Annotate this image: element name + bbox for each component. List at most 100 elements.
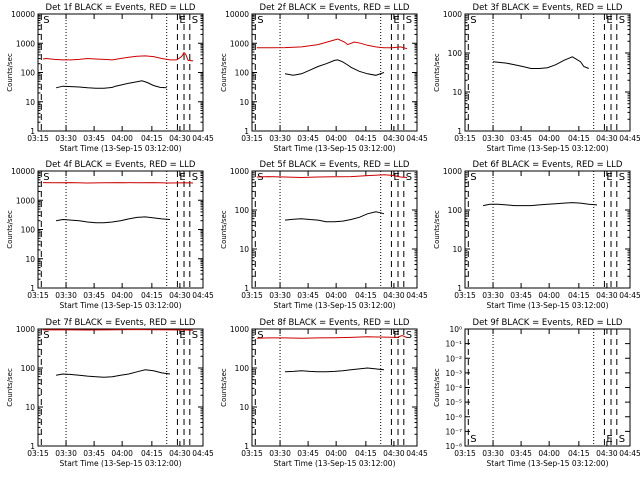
series-line-lld: [42, 51, 194, 62]
y-tick-label: 1000: [16, 325, 35, 334]
x-tick-label: 03:45: [83, 449, 105, 458]
x-tick-label: 03:15: [454, 291, 476, 300]
plot-frame: [251, 328, 418, 447]
series-line-lld: [42, 328, 194, 331]
chart-title: Det 7f BLACK = Events, RED = LLD: [46, 318, 196, 328]
chart-panel-4: Det 4f BLACK = Events, RED = LLD 1 10 100 10…: [6, 160, 214, 310]
y-tick-label: 10: [452, 245, 462, 254]
x-tick-label: 04:30: [169, 449, 191, 458]
marker-letter: E: [179, 172, 185, 183]
y-tick-label: 10⁻⁷: [445, 427, 462, 436]
x-tick-label: 04:30: [169, 291, 191, 300]
marker-letter: S: [43, 172, 49, 183]
x-axis-label: Start Time (13-Sep-15 03:12:00): [60, 144, 182, 153]
marker-letter: S: [192, 172, 198, 183]
series-line-events: [284, 59, 385, 76]
y-axis-label: Counts/sec: [6, 368, 14, 407]
x-tick-label: 04:00: [325, 449, 347, 458]
marker-letter: S: [406, 15, 412, 26]
series-line-events: [284, 211, 385, 223]
x-tick-label: 04:00: [325, 291, 347, 300]
series-line-lld: [256, 334, 408, 339]
y-tick-label: 1000: [16, 196, 35, 205]
x-tick-label: 03:15: [27, 449, 49, 458]
x-tick-label: 03:45: [510, 134, 532, 143]
y-tick-label: 1000: [16, 39, 35, 48]
x-axis-label: Start Time (13-Sep-15 03:12:00): [487, 459, 609, 468]
y-axis-label: Counts/sec: [6, 210, 14, 249]
series-line-events: [493, 56, 589, 69]
x-tick-label: 03:30: [269, 291, 291, 300]
plot-frame: [464, 170, 631, 289]
x-tick-label: 04:00: [325, 134, 347, 143]
x-tick-label: 04:00: [111, 291, 133, 300]
marker-letter: E: [179, 15, 185, 26]
series-line-events: [56, 216, 171, 224]
x-axis-label: Start Time (13-Sep-15 03:12:00): [487, 301, 609, 310]
marker-letter: S: [257, 172, 263, 183]
x-tick-label: 04:15: [355, 134, 377, 143]
x-tick-label: 04:15: [568, 134, 590, 143]
y-tick-label: 10: [239, 403, 249, 412]
x-tick-label: 04:15: [141, 449, 163, 458]
y-tick-label: 10000: [11, 10, 35, 19]
x-tick-label: 04:15: [141, 134, 163, 143]
x-tick-label: 03:30: [269, 449, 291, 458]
series-line-lld: [256, 38, 408, 50]
x-tick-label: 04:45: [192, 291, 214, 300]
x-tick-label: 03:30: [55, 134, 77, 143]
x-tick-label: 04:00: [111, 449, 133, 458]
y-tick-label: 1: [30, 127, 35, 136]
x-tick-label: 03:15: [241, 134, 263, 143]
y-tick-label: 100: [21, 226, 36, 235]
y-tick-label: 1000: [443, 167, 462, 176]
marker-letter: S: [192, 330, 198, 341]
y-tick-label: 1: [30, 442, 35, 451]
y-tick-label: 10: [452, 88, 462, 97]
marker-letter: E: [179, 330, 185, 341]
y-tick-label: 1000: [230, 325, 249, 334]
y-tick-label: 10000: [225, 10, 249, 19]
marker-letter: E: [393, 330, 399, 341]
y-axis-label: Counts/sec: [433, 368, 441, 407]
x-tick-label: 04:45: [192, 449, 214, 458]
x-tick-label: 03:30: [55, 449, 77, 458]
x-tick-label: 04:15: [355, 449, 377, 458]
x-tick-label: 03:15: [454, 449, 476, 458]
y-tick-label: 10⁻⁴: [445, 384, 462, 393]
chart-title: Det 6f BLACK = Events, RED = LLD: [473, 160, 623, 170]
marker-letter: S: [470, 172, 476, 183]
marker-letter: S: [257, 330, 263, 341]
marker-letter: S: [470, 434, 476, 445]
series-line-events: [483, 202, 598, 207]
x-tick-label: 04:45: [619, 291, 640, 300]
y-axis-label: Counts/sec: [220, 368, 228, 407]
chart-title: Det 2f BLACK = Events, RED = LLD: [260, 3, 410, 13]
y-tick-label: 1: [244, 442, 249, 451]
y-tick-label: 1: [30, 284, 35, 293]
chart-panel-6: Det 6f BLACK = Events, RED = LLD 1 10 100 10…: [433, 160, 640, 310]
y-tick-label: 1000: [230, 167, 249, 176]
y-tick-label: 10⁻²: [445, 354, 462, 363]
y-tick-label: 1: [244, 284, 249, 293]
marker-letter: S: [43, 330, 49, 341]
y-tick-label: 10000: [11, 167, 35, 176]
chart-panel-7: Det 7f BLACK = Events, RED = LLD 1 10 100 10…: [6, 318, 214, 468]
y-axis-label: Counts/sec: [220, 210, 228, 249]
y-tick-label: 10⁻⁶: [445, 413, 462, 422]
y-tick-label: 100: [448, 49, 463, 58]
y-tick-label: 10: [239, 245, 249, 254]
x-tick-label: 04:45: [192, 134, 214, 143]
x-tick-label: 03:15: [241, 291, 263, 300]
x-tick-label: 03:30: [269, 134, 291, 143]
plot-frame: [464, 13, 631, 132]
x-tick-label: 03:30: [482, 134, 504, 143]
x-tick-label: 04:15: [568, 291, 590, 300]
plot-frame: [37, 170, 204, 289]
chart-title: Det 1f BLACK = Events, RED = LLD: [46, 3, 196, 13]
y-tick-label: 100: [448, 206, 463, 215]
x-axis-label: Start Time (13-Sep-15 03:12:00): [274, 144, 396, 153]
marker-letter: S: [619, 172, 625, 183]
x-tick-label: 04:15: [355, 291, 377, 300]
x-tick-label: 03:15: [27, 291, 49, 300]
